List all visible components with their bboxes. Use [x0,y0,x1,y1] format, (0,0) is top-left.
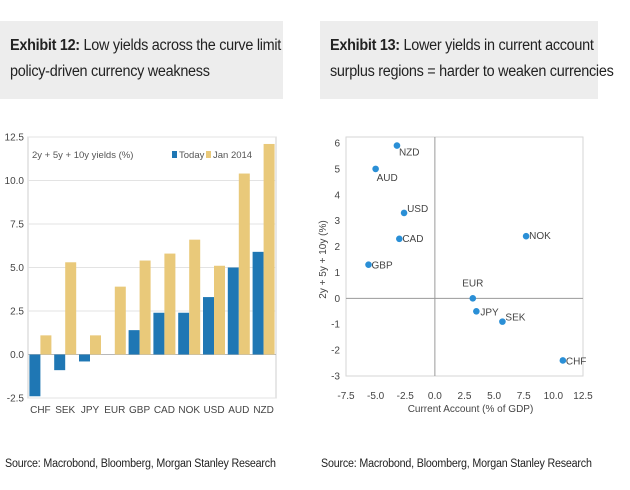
scatter-ytick-label: 3 [334,216,340,227]
bar-today-sek [54,354,66,371]
scatter-point-label: USD [407,204,428,215]
scatter-point-cad [396,235,403,243]
bar-today-jpy [79,354,90,362]
scatter-point-label: CHF [566,356,587,367]
bar-ytick-label: 10.0 [5,176,25,187]
bar-jan2014-cad [164,253,176,355]
exhibit13-title-line2: surplus regions = harder to weaken curre… [330,63,614,80]
scatter-point-label: AUD [377,173,398,184]
bar-xtick-label: CHF [30,405,51,416]
scatter-point-jpy [473,307,480,315]
scatter-xtick-label: 2.5 [458,391,472,402]
legend-jan2014-swatch [206,151,211,158]
bar-xtick-label: NOK [178,405,200,416]
legend-jan2014-label: Jan 2014 [213,150,252,161]
exhibit12-title: Exhibit 12: Low yields across the curve … [10,33,281,85]
exhibit13-title-box: Exhibit 13: Lower yields in current acco… [320,21,614,99]
bar-jan2014-nok [189,239,201,355]
bar-today-aud [227,267,239,355]
scatter-xtick-label: 5.0 [487,391,501,402]
bar-jan2014-chf [40,335,52,355]
legend-today-swatch [172,151,177,158]
scatter-point-label: NOK [529,231,551,242]
exhibit12-title-line2: policy-driven currency weakness [10,63,210,80]
bar-jan2014-jpy [90,335,101,355]
bar-ytick-label: 5.0 [10,263,24,274]
bar-xtick-label: NZD [253,405,274,416]
scatter-ytick-label: 1 [334,268,340,279]
bar-today-chf [29,354,41,397]
scatter-point-nok [522,232,530,240]
scatter-ytick-label: -1 [331,320,340,331]
scatter-point-label: SEK [505,313,525,324]
bar-today-gbp [128,330,140,355]
scatter-xtick-label: 7.5 [517,391,531,402]
exhibit12-source: Source: Macrobond, Bloomberg, Morgan Sta… [5,458,276,470]
scatter-point-label: CAD [402,234,423,245]
exhibit13-title-line1: Lower yields in current account [403,37,594,54]
scatter-ytick-label: 6 [334,139,340,150]
bar-jan2014-usd [214,265,225,355]
scatter-ytick-label: 5 [334,164,340,175]
scatter-ytick-label: -3 [331,372,340,383]
bar-xtick-label: GBP [129,405,150,416]
scatter-point-chf [559,357,567,364]
bar-jan2014-aud [238,173,250,355]
scatter-ytick-label: -2 [331,346,340,357]
bar-jan2014-nzd [263,143,275,355]
exhibit12-title-bold: Exhibit 12: [10,37,80,54]
scatter-plot-frame [345,136,584,377]
bar-today-nok [178,312,190,355]
scatter-xtick-label: 0.0 [428,391,442,402]
bar-ytick-label: 7.5 [10,220,24,231]
scatter-yaxis-label: 2y + 5y + 10y (%) [318,220,329,298]
exhibit13-title-bold: Exhibit 13: [330,37,400,54]
scatter-point-nzd [393,142,401,149]
scatter-ytick-label: 2 [334,242,340,253]
bar-xtick-label: SEK [55,405,75,416]
bar-chart-title: 2y + 5y + 10y yields (%) [32,150,133,161]
bar-xtick-label: USD [203,405,224,416]
scatter-point-usd [400,209,408,217]
scatter-ytick-label: 4 [334,190,340,201]
bar-xtick-label: JPY [81,405,100,416]
scatter-point-label: JPY [480,307,499,318]
bar-xtick-label: CAD [154,405,175,416]
bar-jan2014-sek [65,262,77,355]
bar-xtick-label: EUR [104,405,125,416]
bar-today-usd [203,297,214,355]
bar-today-cad [153,312,165,355]
scatter-ytick-label: 0 [334,294,340,305]
scatter-xtick-label: 10.0 [544,391,564,402]
scatter-xtick-label: -2.5 [397,391,415,402]
legend-today-label: Today [179,150,205,161]
exhibit12-title-line1: Low yields across the curve limit [83,37,282,54]
bar-ytick-label: 2.5 [10,307,24,318]
scatter-xtick-label: -5.0 [367,391,385,402]
exhibit12-title-box: Exhibit 12: Low yields across the curve … [0,21,283,99]
scatter-xaxis-label: Current Account (% of GDP) [408,404,534,415]
exhibit13-source: Source: Macrobond, Bloomberg, Morgan Sta… [321,458,592,470]
bar-ytick-label: -2.5 [7,394,25,405]
scatter-xtick-label: 12.5 [573,391,593,402]
scatter-point-label: NZD [399,148,420,159]
scatter-point-aud [372,165,379,173]
bar-jan2014-gbp [139,260,151,355]
scatter-point-label: GBP [372,261,393,272]
bar-ytick-label: 12.5 [5,133,25,144]
bar-jan2014-eur [114,286,126,355]
scatter-point-gbp [365,261,372,268]
bar-ytick-label: 0.0 [10,350,24,361]
scatter-point-sek [499,318,506,325]
scatter-point-eur [469,295,477,302]
bar-today-nzd [252,251,264,355]
exhibit13-title: Exhibit 13: Lower yields in current acco… [330,33,614,85]
scatter-point-label: EUR [462,278,483,289]
scatter-xtick-label: -7.5 [337,391,355,402]
bar-xtick-label: AUD [228,405,249,416]
